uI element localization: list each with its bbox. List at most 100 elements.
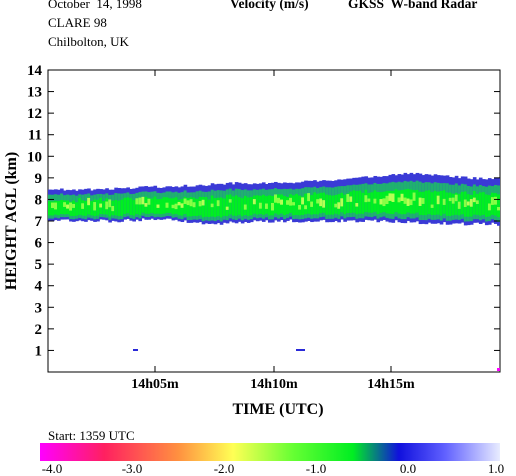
cloud-pocket-cell <box>346 194 350 202</box>
cloud-pocket-cell <box>243 204 248 210</box>
cloud-pocket-cell <box>472 197 477 203</box>
y-tick-label: 7 <box>35 214 43 230</box>
cloud-core-cell <box>313 192 317 215</box>
cloud-core-cell <box>204 197 209 217</box>
cloud-core-cell <box>51 201 55 216</box>
cloud-core-cell <box>307 193 311 214</box>
cloud-core-cell <box>207 199 212 218</box>
cloud-pocket-cell <box>373 198 378 204</box>
cloud-core-cell <box>451 193 456 216</box>
cloud-core-cell <box>427 190 432 215</box>
cloud-pocket-cell <box>180 203 185 208</box>
cloud-pocket-cell <box>201 199 206 206</box>
location-label: Chilbolton, UK <box>48 34 129 49</box>
cloud-pocket-cell <box>322 200 326 208</box>
cloud-core-cell <box>352 190 356 213</box>
cloud-core-cell <box>87 197 91 215</box>
colorbar-tick-label: 0.0 <box>400 461 416 476</box>
cloud-core-cell <box>108 202 112 217</box>
cloud-core-cell <box>231 196 236 216</box>
cloud-pocket-cell <box>490 197 495 205</box>
cloud-core-cell <box>261 194 266 215</box>
cloud-pocket-cell <box>442 198 447 205</box>
cloud-pocket-cell <box>138 197 143 205</box>
cloud-core-cell <box>472 190 477 215</box>
cloud-pocket-cell <box>99 203 103 208</box>
cloud-core-cell <box>484 194 489 217</box>
y-tick-label: 6 <box>35 236 43 252</box>
cloud-pocket-cell <box>252 199 257 205</box>
x-tick-label: 14h15m <box>367 377 415 392</box>
cloud-core-cell <box>370 192 375 213</box>
cloud-pocket-cell <box>406 198 411 206</box>
y-tick-label: 8 <box>35 192 43 208</box>
cloud-core-cell <box>439 190 444 216</box>
x-tick-label: 14h10m <box>250 377 298 392</box>
campaign-label: CLARE 98 <box>48 15 107 30</box>
cloud-pocket-cell <box>228 199 233 203</box>
cloud-core-cell <box>283 196 287 216</box>
cloud-core-cell <box>96 199 100 216</box>
cloud-core-cell <box>286 197 290 215</box>
cloud-core-cell <box>445 192 450 216</box>
cloud-pocket-cell <box>469 199 474 207</box>
cloud-core-cell <box>343 194 347 215</box>
cloud-pocket-cell <box>171 204 176 209</box>
cloud-core-cell <box>189 197 194 217</box>
cloud-pocket-cell <box>391 193 396 202</box>
cloud-pocket-cell <box>81 203 85 209</box>
y-tick-label: 13 <box>27 85 42 101</box>
cloud-core-cell <box>424 190 429 216</box>
cloud-core-cell <box>255 195 260 215</box>
cloud-pocket-cell <box>135 198 139 205</box>
cloud-pocket-cell <box>397 197 402 203</box>
cloud-pocket-cell <box>108 199 112 208</box>
cloud-core-cell <box>358 190 362 214</box>
cloud-pocket-cell <box>403 197 408 204</box>
y-tick-label: 11 <box>28 128 42 144</box>
cloud-core-cell <box>361 192 365 214</box>
cloud-pocket-cell <box>340 198 344 207</box>
cloud-pocket-cell <box>487 203 492 211</box>
cloud-pocket-cell <box>210 203 215 208</box>
cloud-core-cell <box>367 192 372 213</box>
cloud-core-cell <box>481 192 486 215</box>
cloud-core-cell <box>123 197 127 214</box>
y-tick-label: 12 <box>27 106 42 122</box>
cloud-pocket-cell <box>292 202 296 206</box>
cloud-core-cell <box>216 197 221 217</box>
cloud-core-cell <box>147 198 152 214</box>
cloud-core-cell <box>222 198 227 216</box>
title-variable: Velocity (m/s) <box>230 0 309 11</box>
cloud-pocket-cell <box>463 199 468 208</box>
colorbar-tick-label: -3.0 <box>122 461 143 476</box>
y-tick-label: 9 <box>35 171 43 187</box>
cloud-core-cell <box>183 196 188 214</box>
cloud-core-cell <box>316 193 320 215</box>
cloud-pocket-cell <box>337 202 341 209</box>
cloud-pocket-cell <box>51 202 55 209</box>
cloud-pocket-cell <box>454 194 459 202</box>
cloud-pocket-cell <box>111 205 115 212</box>
cloud-core-cell <box>90 201 94 216</box>
cloud-core-cell <box>78 198 82 215</box>
cloud-core-cell <box>349 191 353 213</box>
cloud-pocket-cell <box>301 197 305 205</box>
cloud-pocket-cell <box>264 203 269 209</box>
cloud-pocket-cell <box>364 195 369 203</box>
cloud-pocket-cell <box>409 199 414 206</box>
cloud-pocket-cell <box>388 193 393 201</box>
cloud-core-cell <box>391 190 396 215</box>
cloud-pocket-cell <box>400 193 405 201</box>
cloud-layer <box>48 172 500 226</box>
cloud-core-cell <box>201 196 206 218</box>
cloud-pocket-cell <box>334 203 338 208</box>
cloud-core-cell <box>195 198 200 217</box>
cloud-pocket-cell <box>192 202 197 208</box>
cloud-core-cell <box>430 192 435 216</box>
y-tick-label: 4 <box>35 279 43 295</box>
colorbar-tick-label: 1.0 <box>488 461 504 476</box>
cloud-pocket-cell <box>466 201 471 206</box>
cloud-core-cell <box>304 193 308 215</box>
cloud-pocket-cell <box>430 204 435 208</box>
